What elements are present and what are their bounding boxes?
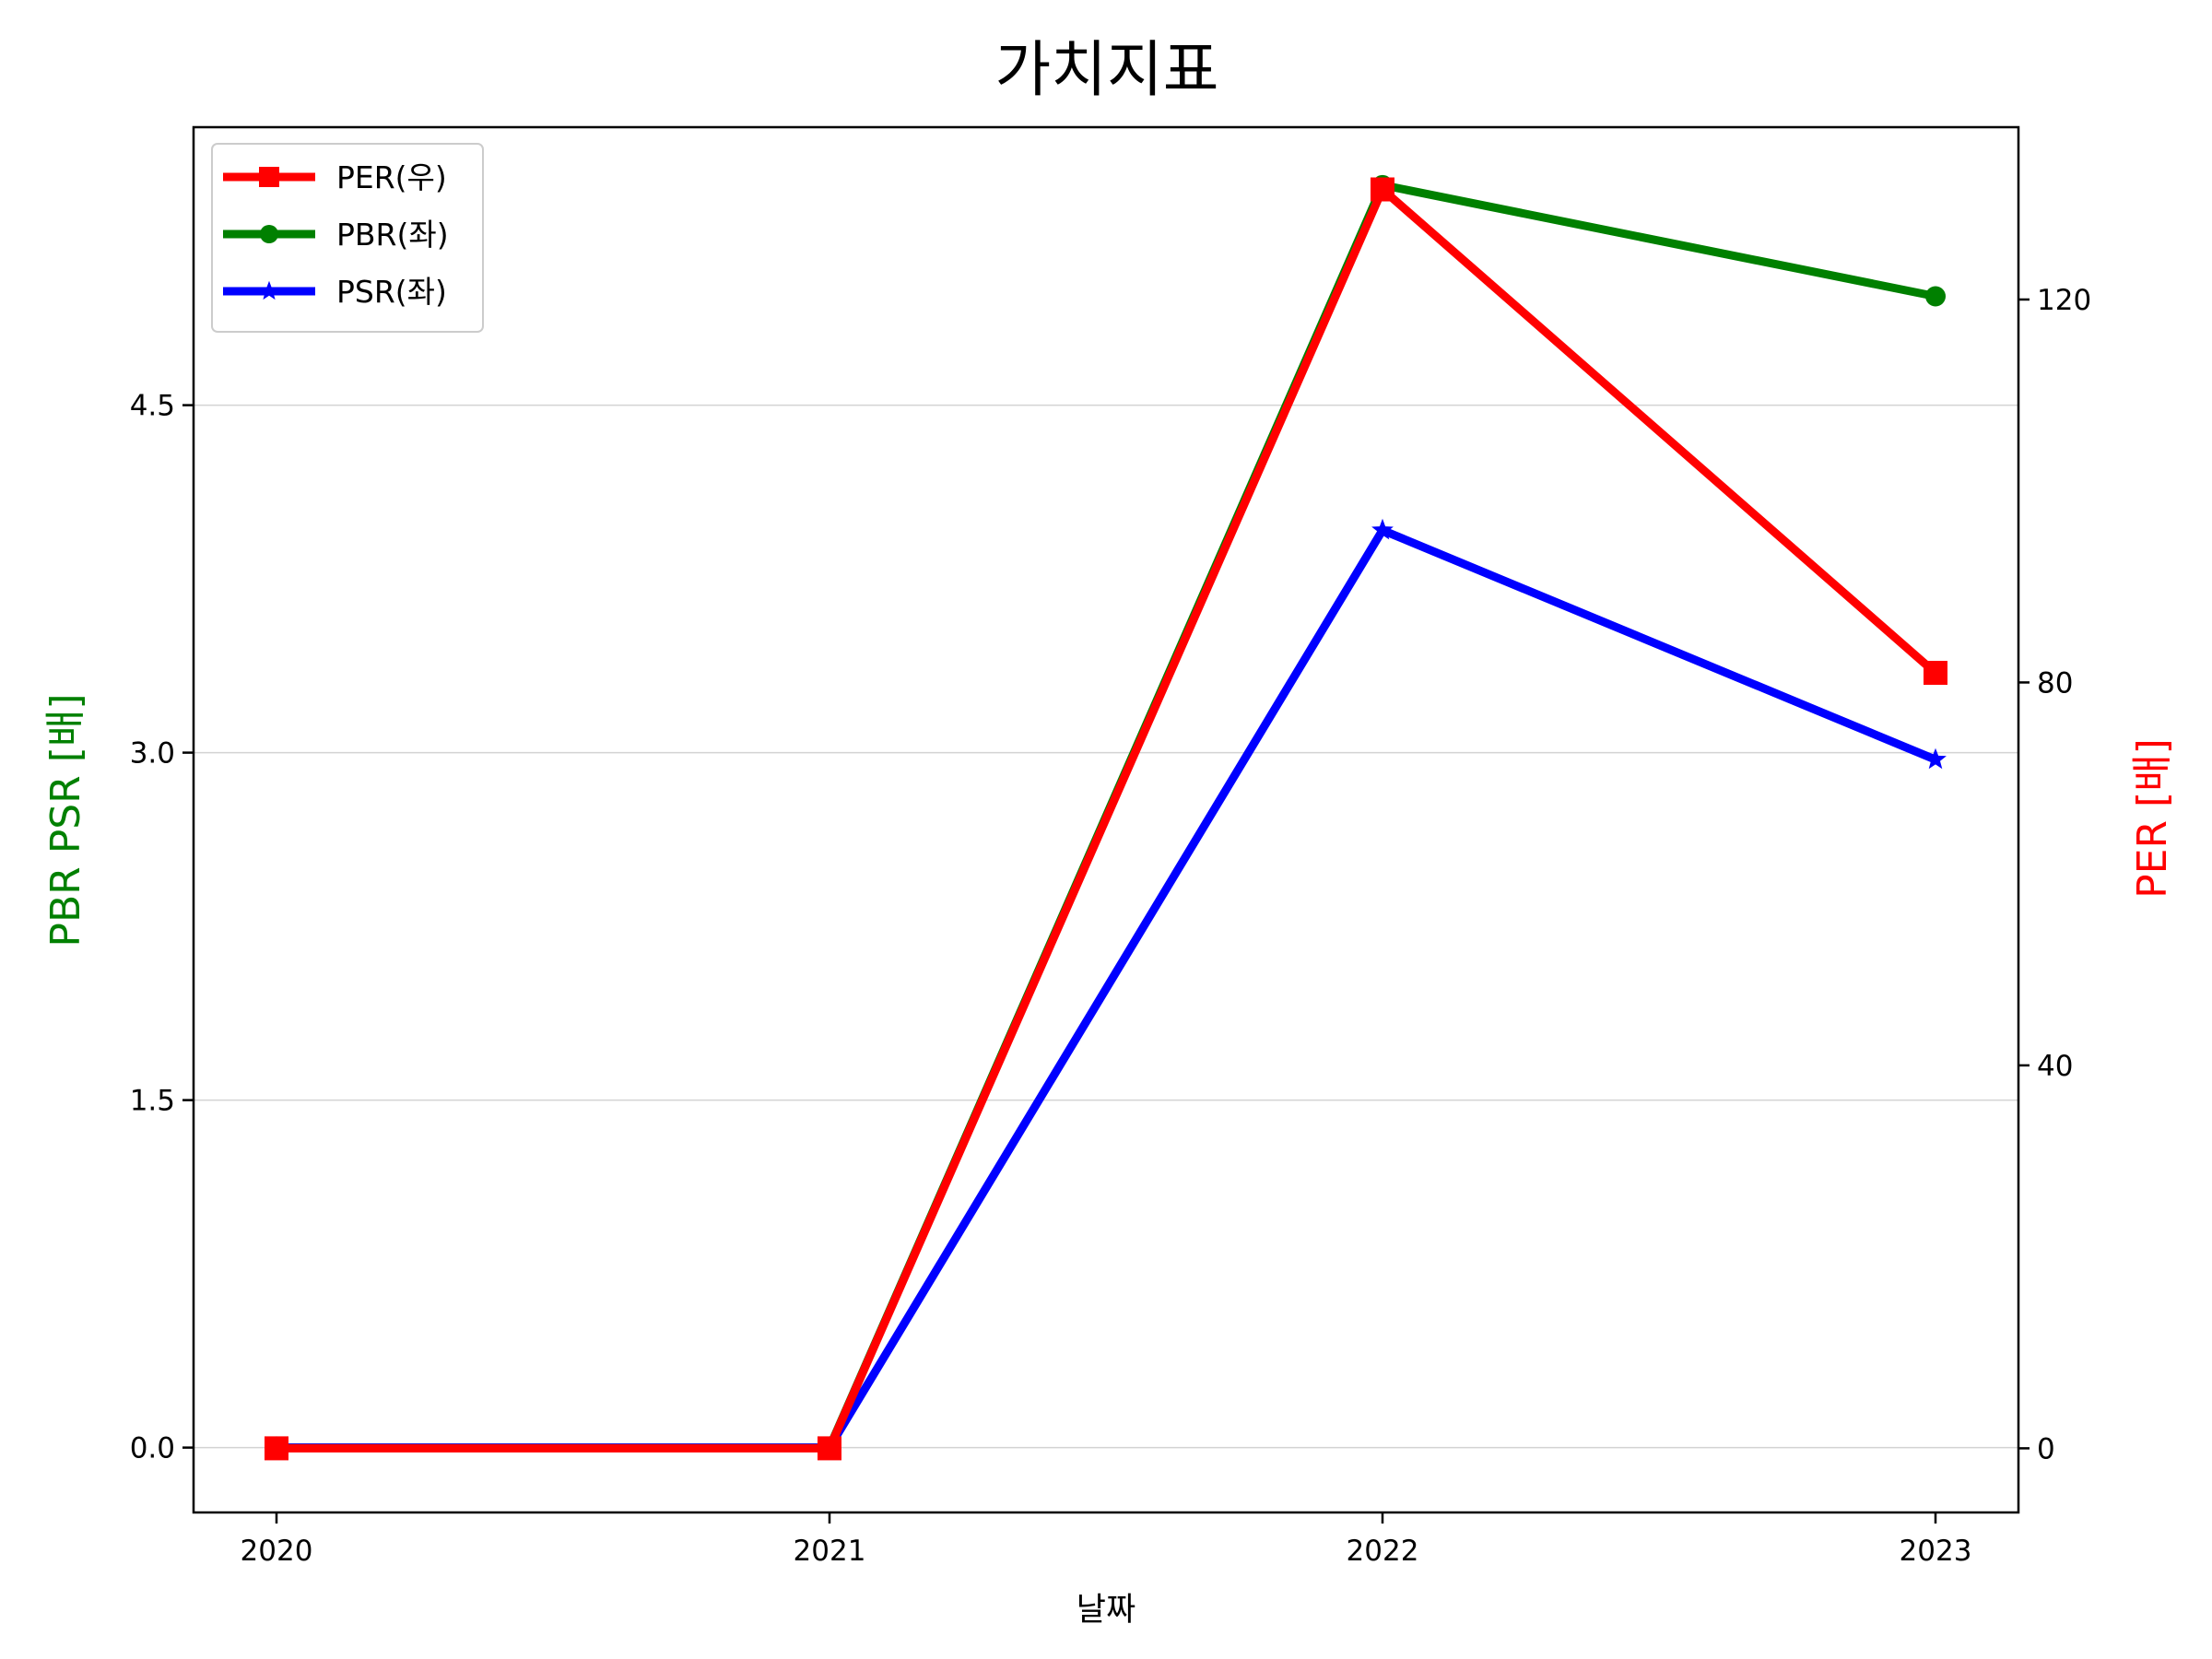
series-markers (265, 174, 1947, 1461)
right-y-axis-ticks: 0 40 80 120 (2018, 284, 2091, 1465)
data-point-star (1924, 747, 1947, 770)
right-y-tick-label: 80 (2037, 666, 2073, 700)
data-point-square (1371, 177, 1394, 202)
legend-marker-square (259, 167, 279, 187)
legend: PER(우) PBR(좌) PSR(좌) (211, 143, 484, 333)
left-y-axis-label: PBR PSR [배] (42, 693, 89, 947)
legend-label: PER(우) (336, 159, 447, 195)
x-tick-label: 2022 (1347, 1535, 1419, 1568)
data-point-circle (1925, 286, 1946, 307)
x-axis-label: 날짜 (1077, 1592, 1135, 1629)
left-y-tick-label: 4.5 (130, 390, 175, 423)
series-line-square (276, 182, 1938, 1453)
right-y-tick-label: 120 (2037, 284, 2091, 317)
legend-marker-circle (260, 225, 278, 243)
chart-title: 가치지표 (995, 34, 1219, 105)
series-lines (276, 180, 1938, 1453)
plot-frame (192, 125, 2020, 1514)
left-y-tick-label: 3.0 (130, 737, 175, 771)
left-y-tick-label: 1.5 (130, 1085, 175, 1118)
legend-label: PSR(좌) (336, 274, 447, 310)
data-point-square (1924, 661, 1947, 686)
data-point-square (818, 1436, 841, 1461)
x-tick-label: 2021 (794, 1535, 866, 1568)
left-y-axis-ticks: 0.0 1.5 3.0 4.5 (130, 390, 194, 1465)
legend-marker-star (259, 280, 279, 300)
right-y-tick-label: 40 (2037, 1050, 2073, 1083)
x-axis-ticks: 2020 2021 2022 2023 (241, 1512, 1972, 1568)
left-y-tick-label: 0.0 (130, 1432, 175, 1465)
legend-box (211, 143, 484, 333)
x-tick-label: 2020 (241, 1535, 313, 1568)
right-y-tick-label: 0 (2037, 1432, 2055, 1465)
right-y-axis-label: PER [배] (2129, 738, 2176, 899)
data-point-star (1371, 518, 1394, 540)
legend-label: PBR(좌) (336, 217, 449, 253)
data-point-square (265, 1436, 288, 1461)
x-tick-label: 2023 (1900, 1535, 1972, 1568)
